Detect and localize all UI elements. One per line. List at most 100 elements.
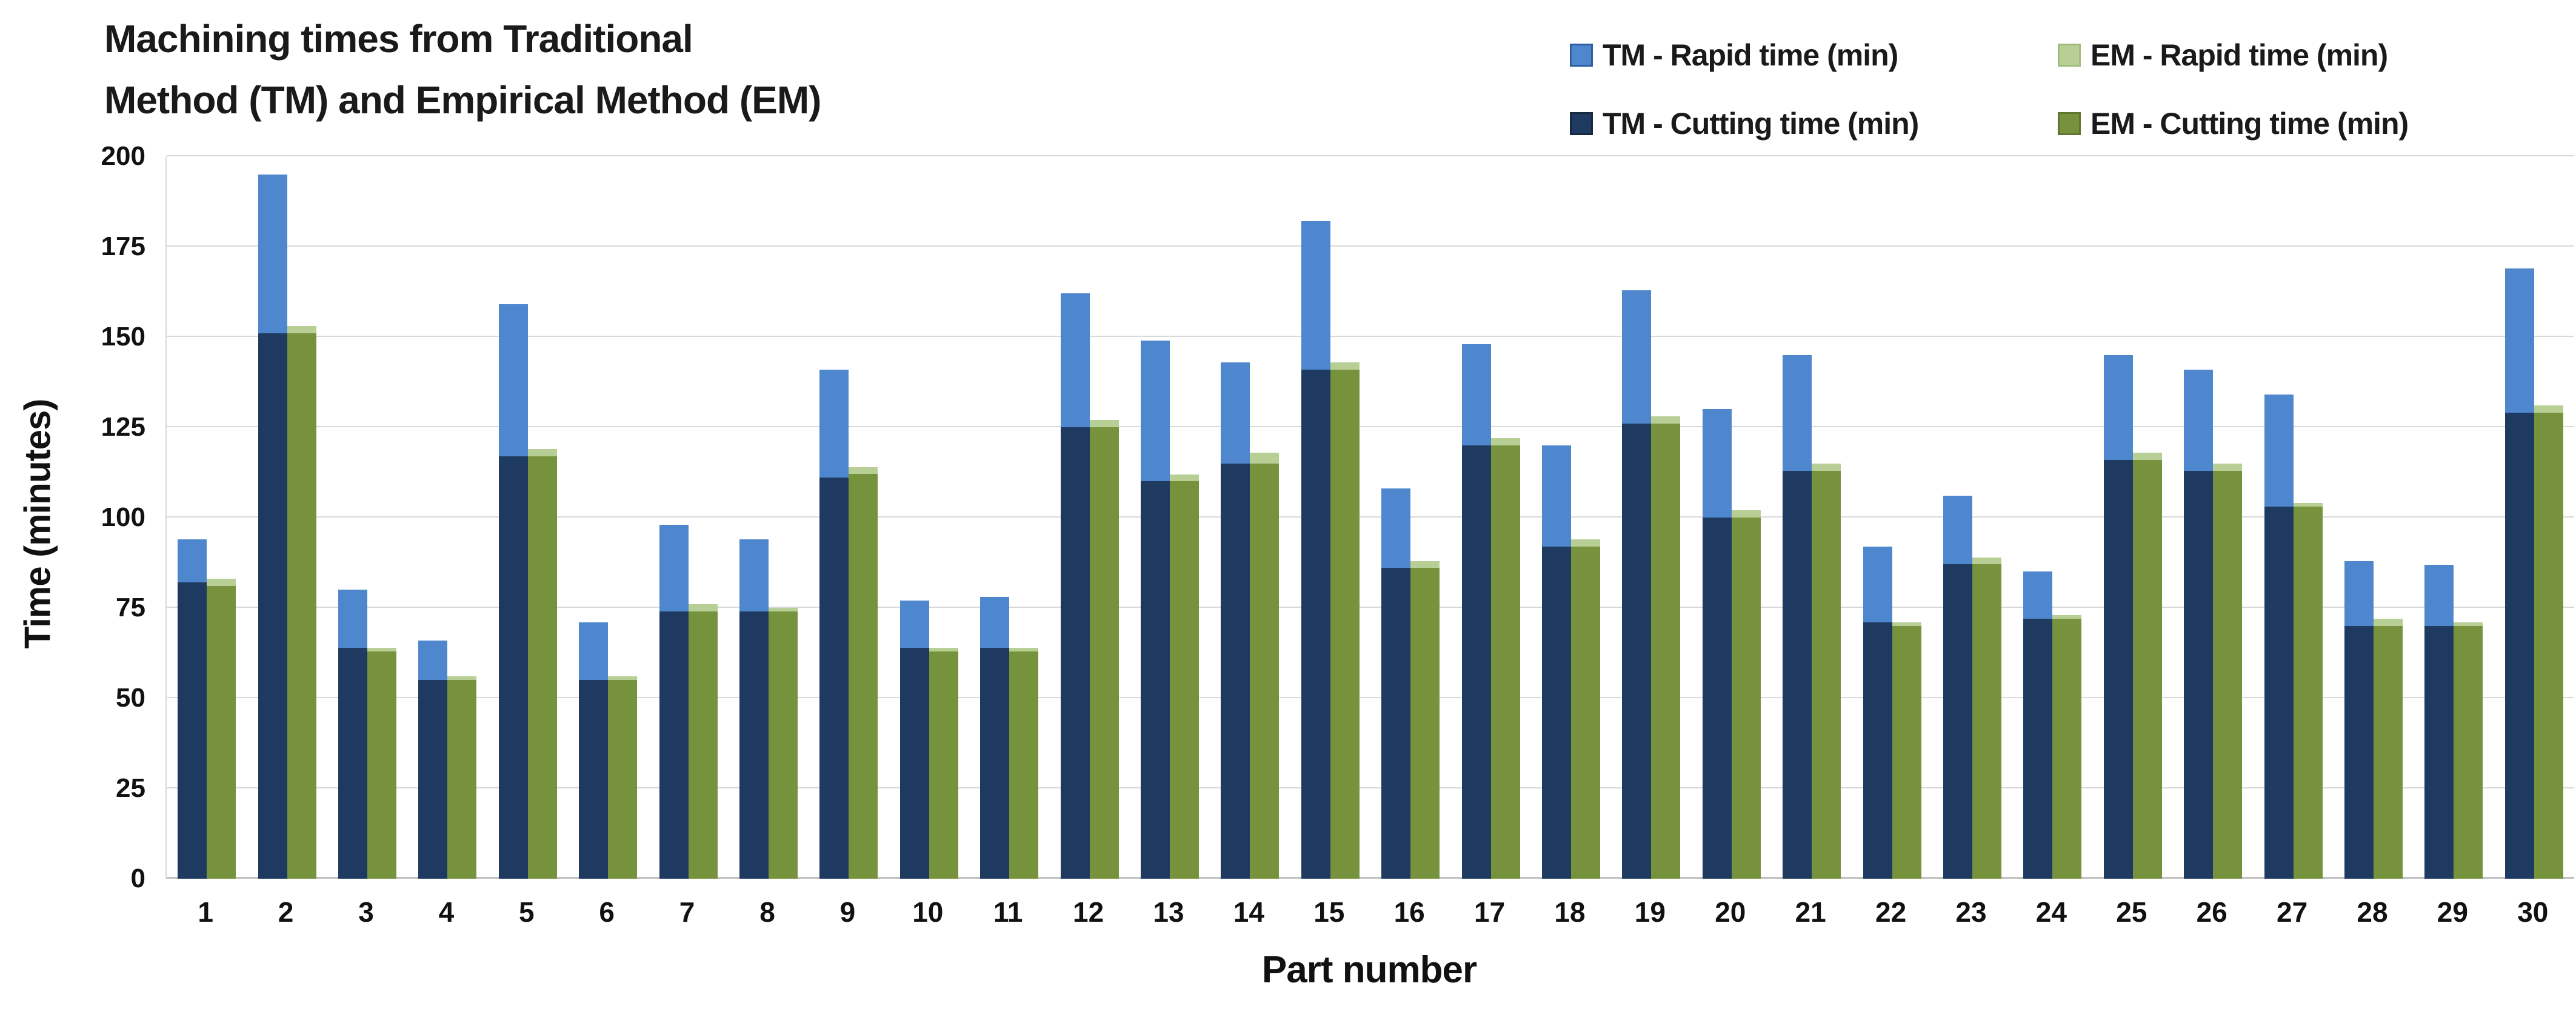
bar-segment[interactable] bbox=[1651, 416, 1681, 424]
bar-segment[interactable] bbox=[1702, 518, 1732, 879]
bar-segment[interactable] bbox=[1301, 221, 1330, 370]
bar-segment[interactable] bbox=[1892, 622, 1921, 626]
bar-segment[interactable] bbox=[2264, 395, 2294, 507]
bar-segment[interactable] bbox=[1541, 445, 1571, 547]
bar-segment[interactable] bbox=[1570, 546, 1600, 879]
bar-segment[interactable] bbox=[2213, 470, 2243, 879]
bar-segment[interactable] bbox=[1140, 481, 1170, 879]
bar-segment[interactable] bbox=[2373, 618, 2403, 626]
bar-segment[interactable] bbox=[2132, 459, 2162, 879]
bar-segment[interactable] bbox=[287, 333, 316, 879]
bar-segment[interactable] bbox=[768, 608, 798, 611]
legend-item[interactable]: EM - Rapid time (min) bbox=[2058, 38, 2388, 73]
bar-segment[interactable] bbox=[527, 456, 557, 879]
bar-segment[interactable] bbox=[2184, 369, 2214, 471]
bar-segment[interactable] bbox=[2213, 463, 2243, 471]
bar-segment[interactable] bbox=[2534, 413, 2563, 879]
bar-segment[interactable] bbox=[178, 539, 207, 583]
bar-segment[interactable] bbox=[1089, 427, 1119, 879]
bar-segment[interactable] bbox=[1221, 463, 1250, 879]
bar-segment[interactable] bbox=[1089, 420, 1119, 427]
bar-segment[interactable] bbox=[688, 604, 718, 611]
bar-segment[interactable] bbox=[1330, 369, 1360, 879]
bar-segment[interactable] bbox=[2424, 564, 2454, 626]
bar-segment[interactable] bbox=[418, 640, 448, 681]
bar-segment[interactable] bbox=[1060, 293, 1090, 427]
bar-segment[interactable] bbox=[608, 676, 638, 681]
bar-segment[interactable] bbox=[2344, 625, 2374, 879]
bar-segment[interactable] bbox=[659, 611, 689, 879]
bar-segment[interactable] bbox=[258, 333, 287, 879]
bar-segment[interactable] bbox=[447, 680, 477, 879]
bar-segment[interactable] bbox=[1250, 452, 1280, 464]
bar-segment[interactable] bbox=[579, 622, 609, 681]
bar-segment[interactable] bbox=[2534, 405, 2563, 413]
bar-segment[interactable] bbox=[2132, 452, 2162, 460]
bar-segment[interactable] bbox=[2504, 413, 2534, 879]
bar-segment[interactable] bbox=[768, 611, 798, 879]
bar-segment[interactable] bbox=[447, 676, 477, 681]
bar-segment[interactable] bbox=[1651, 424, 1681, 879]
bar-segment[interactable] bbox=[1570, 539, 1600, 547]
bar-segment[interactable] bbox=[338, 590, 367, 648]
bar-segment[interactable] bbox=[2504, 268, 2534, 413]
bar-segment[interactable] bbox=[739, 611, 769, 879]
bar-segment[interactable] bbox=[1622, 424, 1652, 879]
bar-segment[interactable] bbox=[1250, 463, 1280, 879]
bar-segment[interactable] bbox=[2293, 503, 2323, 507]
bar-segment[interactable] bbox=[1330, 362, 1360, 370]
bar-segment[interactable] bbox=[338, 647, 367, 879]
bar-segment[interactable] bbox=[688, 611, 718, 879]
bar-segment[interactable] bbox=[1169, 481, 1199, 879]
bar-segment[interactable] bbox=[980, 647, 1010, 879]
bar-segment[interactable] bbox=[2052, 618, 2082, 879]
bar-segment[interactable] bbox=[498, 456, 528, 879]
legend-item[interactable]: EM - Cutting time (min) bbox=[2058, 106, 2409, 141]
bar-segment[interactable] bbox=[849, 467, 878, 475]
bar-segment[interactable] bbox=[739, 539, 769, 611]
bar-segment[interactable] bbox=[2454, 622, 2483, 626]
bar-segment[interactable] bbox=[2103, 355, 2133, 460]
bar-segment[interactable] bbox=[1783, 470, 1812, 879]
bar-segment[interactable] bbox=[899, 647, 929, 879]
bar-segment[interactable] bbox=[1009, 651, 1039, 879]
bar-segment[interactable] bbox=[1381, 488, 1411, 568]
bar-segment[interactable] bbox=[1622, 290, 1652, 424]
bar-segment[interactable] bbox=[659, 524, 689, 611]
bar-segment[interactable] bbox=[1140, 340, 1170, 482]
bar-segment[interactable] bbox=[418, 680, 448, 879]
bar-segment[interactable] bbox=[1461, 344, 1491, 445]
bar-segment[interactable] bbox=[1301, 369, 1330, 879]
bar-segment[interactable] bbox=[1972, 564, 2001, 879]
bar-segment[interactable] bbox=[2103, 459, 2133, 879]
bar-segment[interactable] bbox=[2023, 618, 2053, 879]
bar-segment[interactable] bbox=[258, 174, 287, 334]
bar-segment[interactable] bbox=[1943, 496, 1972, 565]
bar-segment[interactable] bbox=[1381, 568, 1411, 879]
bar-segment[interactable] bbox=[899, 601, 929, 648]
bar-segment[interactable] bbox=[819, 478, 849, 879]
bar-segment[interactable] bbox=[1892, 625, 1921, 879]
bar-segment[interactable] bbox=[1863, 546, 1892, 622]
bar-segment[interactable] bbox=[2424, 625, 2454, 879]
bar-segment[interactable] bbox=[2454, 625, 2483, 879]
bar-segment[interactable] bbox=[367, 647, 396, 651]
legend-item[interactable]: TM - Rapid time (min) bbox=[1570, 38, 1898, 73]
bar-segment[interactable] bbox=[2052, 614, 2082, 619]
bar-segment[interactable] bbox=[1060, 427, 1090, 879]
bar-segment[interactable] bbox=[980, 597, 1010, 648]
bar-segment[interactable] bbox=[579, 680, 609, 879]
bar-segment[interactable] bbox=[1812, 463, 1841, 471]
bar-segment[interactable] bbox=[1169, 474, 1199, 482]
bar-segment[interactable] bbox=[1783, 355, 1812, 471]
bar-segment[interactable] bbox=[608, 680, 638, 879]
bar-segment[interactable] bbox=[1731, 510, 1761, 518]
bar-segment[interactable] bbox=[1410, 561, 1440, 568]
bar-segment[interactable] bbox=[849, 474, 878, 879]
bar-segment[interactable] bbox=[287, 326, 316, 334]
bar-segment[interactable] bbox=[207, 586, 236, 879]
bar-segment[interactable] bbox=[2293, 507, 2323, 879]
bar-segment[interactable] bbox=[367, 651, 396, 879]
bar-segment[interactable] bbox=[929, 647, 958, 651]
bar-segment[interactable] bbox=[1863, 622, 1892, 879]
